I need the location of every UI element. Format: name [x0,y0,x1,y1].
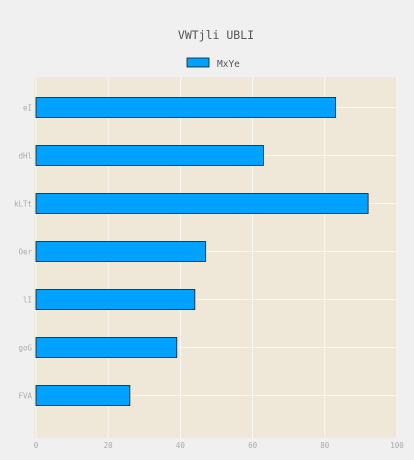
y-tick-label-dHl: dHl [18,152,32,161]
bar-kLTt [35,193,369,214]
x-tick-label-1: 20 [104,441,114,450]
y-tick-label-lI: lI [23,296,32,305]
y-tick-label-eI: eI [23,104,32,113]
y-tick-label-FVA: FVA [18,392,32,401]
bar-FVA [35,385,131,406]
x-tick-label-5: 100 [390,441,404,450]
bar-eI [35,97,337,118]
bar-goG [35,337,178,358]
chart-title: VWTjli UBLI [178,28,254,42]
x-axis-tick-labels: 0 20 40 60 80 100 [34,441,405,450]
legend-label: MxYe [217,59,240,70]
legend-swatch [186,57,210,68]
y-axis-tick-labels: eI dHl kLTt Oer lI goG FVA [14,104,33,401]
bar-dHl [35,145,264,166]
bar-Oer [35,241,207,262]
y-tick-label-kLTt: kLTt [14,200,32,209]
bar-lI [35,289,196,310]
x-tick-label-0: 0 [34,441,39,450]
legend: MxYe [186,57,240,70]
x-tick-label-4: 80 [320,441,330,450]
y-tick-label-Oer: Oer [18,248,32,257]
y-tick-label-goG: goG [18,344,32,353]
x-tick-label-3: 60 [248,441,258,450]
x-tick-label-2: 40 [176,441,186,450]
bars [35,97,369,406]
